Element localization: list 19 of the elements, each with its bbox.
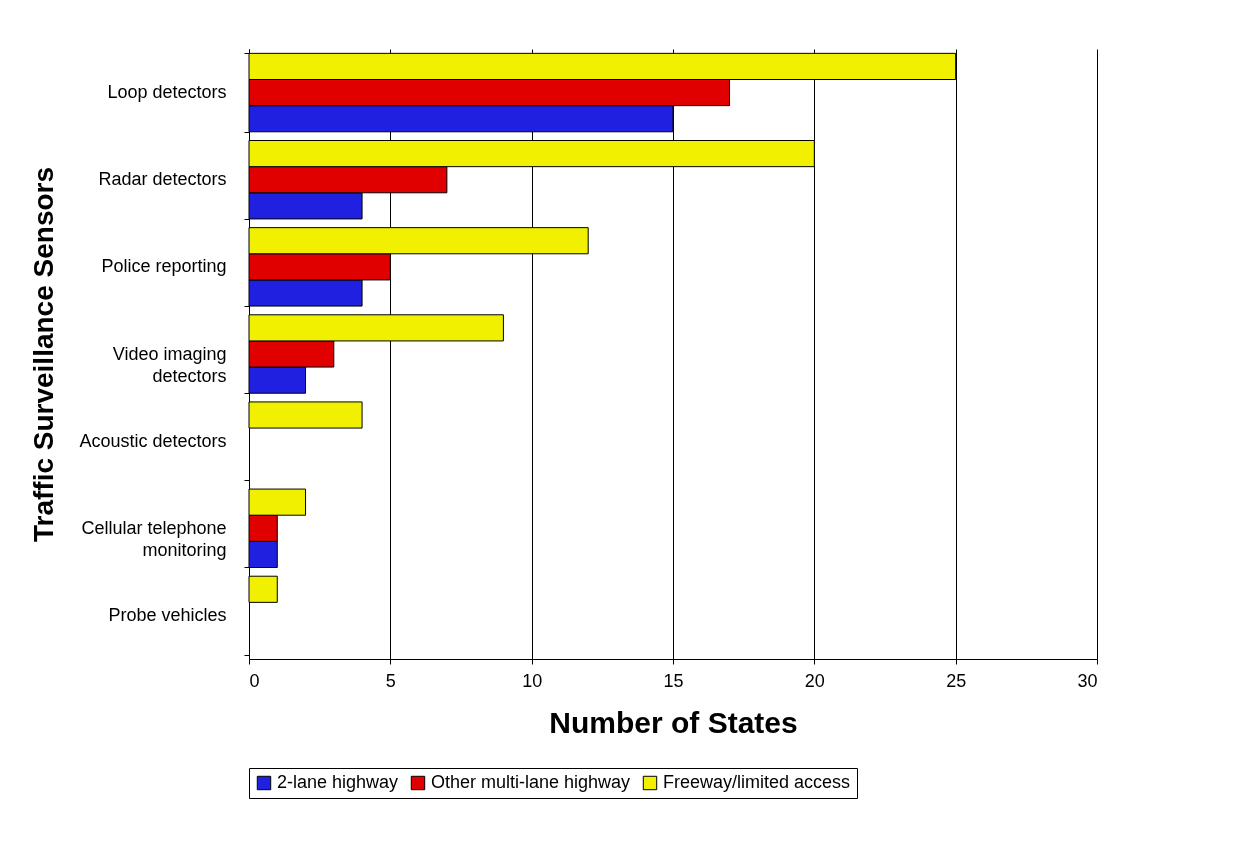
x-tick-label: 0 [249,670,260,691]
x-tick-label: 15 [663,670,684,691]
y-tick-label: Radar detectors [98,169,227,190]
y-tick-label: Loop detectors [107,82,227,103]
y-tick-label: Police reporting [101,256,227,277]
legend-label: 2-lane highway [277,772,399,792]
x-tick-label: 10 [522,670,543,691]
y-tick-label: Acoustic detectors [79,430,227,451]
x-tick-label: 20 [804,670,825,691]
x-tick-label: 25 [946,670,967,691]
y-tick-label: Video imaging detectors [112,343,227,386]
x-tick-label: 5 [385,670,396,691]
legend-label: Other multi-lane highway [431,772,631,792]
y-axis-title: Traffic Surveillance Sensors [28,166,60,543]
y-tick-label: Cellular telephone monitoring [81,517,227,560]
x-axis-title: Number of States [549,705,798,739]
legend-label: Freeway/limited access [663,772,851,792]
y-tick-label: Probe vehicles [108,604,227,625]
x-tick-label: 30 [1077,670,1098,691]
